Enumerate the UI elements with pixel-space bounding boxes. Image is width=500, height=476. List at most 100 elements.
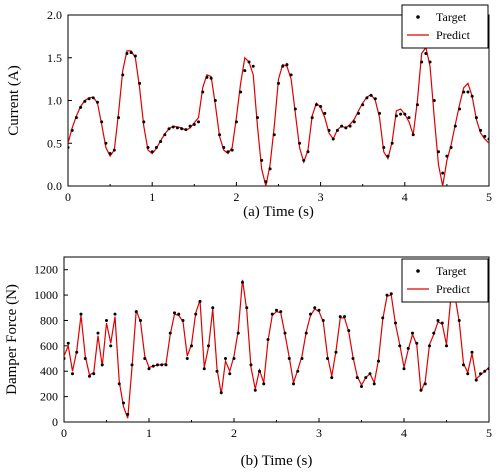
data-point-target-a	[264, 180, 268, 184]
data-point-target-a	[407, 116, 411, 120]
data-point-target-a	[117, 116, 121, 120]
x-tick-label-b: 2	[231, 426, 237, 440]
data-point-target-b	[147, 367, 151, 371]
data-point-target-b	[279, 310, 283, 314]
data-point-target-a	[335, 128, 339, 132]
data-point-target-a	[479, 128, 483, 132]
y-tick-label-a: 1.5	[47, 51, 62, 65]
legend-label-target-b: Target	[436, 264, 467, 278]
chart-a: 0 1 2 3 4 5 0.0 0.5 1.0 1.5 2.0 Current (A) (a) Time…	[6, 4, 492, 220]
data-point-target-b	[423, 382, 427, 386]
data-point-target-a	[293, 107, 297, 111]
data-point-target-a	[436, 150, 440, 154]
data-point-target-b	[394, 321, 397, 325]
data-point-target-a	[218, 133, 222, 137]
data-point-target-b	[258, 369, 261, 373]
data-point-target-b	[92, 372, 96, 376]
data-point-target-a	[91, 96, 95, 100]
legend-box-a	[401, 4, 489, 49]
y-axis-label-a: Current (A)	[6, 65, 22, 135]
legend-box-b	[401, 258, 489, 303]
data-point-target-a	[394, 114, 398, 118]
data-point-target-b	[75, 350, 79, 354]
data-point-target-a	[310, 116, 314, 120]
data-point-target-a	[247, 60, 251, 64]
data-point-target-b	[483, 369, 487, 373]
data-point-target-a	[184, 128, 188, 132]
data-point-target-b	[126, 412, 130, 416]
data-point-target-b	[249, 363, 253, 367]
data-point-target-a	[230, 148, 234, 152]
data-point-target-b	[457, 318, 461, 322]
data-point-target-a	[453, 124, 457, 128]
data-point-target-a	[445, 154, 449, 158]
data-point-target-a	[255, 116, 259, 120]
data-point-target-a	[399, 112, 403, 116]
data-point-target-b	[466, 372, 470, 376]
y-tick-label-b: 0	[52, 415, 58, 429]
data-point-target-a	[171, 125, 175, 129]
data-point-target-b	[389, 292, 393, 296]
data-point-target-a	[112, 148, 116, 152]
x-tick-label-b: 0	[61, 426, 67, 440]
data-point-target-a	[272, 133, 276, 137]
legend-a: Target Predict	[401, 4, 489, 49]
data-point-target-b	[156, 363, 159, 367]
data-point-target-b	[232, 357, 236, 361]
x-tick-label-a: 2	[233, 190, 239, 204]
data-point-target-b	[377, 359, 380, 363]
data-point-target-b	[241, 280, 244, 284]
x-tick-label-a: 4	[402, 190, 408, 204]
y-tick-label-b: 200	[40, 390, 58, 404]
data-point-target-b	[173, 311, 176, 315]
data-point-target-a	[100, 120, 104, 124]
data-point-target-a	[167, 127, 171, 131]
y-tick-label-a: 0.5	[47, 136, 62, 150]
data-point-target-a	[260, 158, 264, 162]
x-tick-label-a: 5	[486, 190, 492, 204]
data-point-target-a	[378, 111, 382, 115]
data-point-target-b	[440, 321, 444, 325]
data-point-target-a	[382, 146, 386, 150]
data-point-target-b	[372, 382, 376, 386]
data-point-target-a	[474, 116, 478, 120]
data-point-target-a	[331, 137, 335, 141]
y-tick-label-b: 800	[40, 313, 58, 327]
data-point-target-b	[470, 350, 474, 354]
data-point-target-a	[192, 122, 196, 126]
x-tick-label-a: 3	[318, 190, 324, 204]
data-point-target-a	[277, 81, 280, 85]
data-point-target-a	[83, 99, 87, 103]
data-point-target-b	[338, 315, 342, 319]
data-point-target-b	[419, 388, 423, 392]
data-point-target-b	[479, 372, 482, 376]
data-point-target-b	[122, 401, 125, 405]
data-point-target-b	[71, 372, 74, 376]
data-point-target-b	[117, 382, 121, 386]
data-point-target-a	[466, 90, 470, 94]
data-point-target-a	[213, 99, 217, 102]
x-tick-label-b: 3	[316, 426, 322, 440]
data-point-target-b	[415, 341, 419, 345]
data-point-target-b	[411, 331, 414, 335]
data-point-target-a	[268, 167, 272, 171]
data-point-target-a	[390, 141, 394, 145]
data-point-target-b	[88, 374, 91, 378]
data-point-target-a	[142, 120, 146, 124]
data-point-target-a	[458, 107, 462, 111]
x-tick-label-a: 0	[65, 190, 71, 204]
data-point-target-a	[70, 128, 74, 132]
data-point-target-b	[253, 388, 257, 392]
data-point-target-a	[79, 105, 83, 109]
data-point-target-b	[202, 367, 206, 371]
data-point-target-a	[125, 51, 129, 55]
data-point-target-a	[226, 150, 230, 154]
data-point-target-b	[224, 357, 227, 361]
data-point-target-b	[96, 331, 100, 335]
data-point-target-b	[351, 357, 355, 361]
data-point-target-a	[154, 146, 158, 150]
data-point-target-b	[109, 344, 113, 348]
data-point-target-b	[304, 331, 308, 335]
data-point-target-a	[251, 64, 255, 68]
data-point-target-a	[373, 97, 377, 101]
